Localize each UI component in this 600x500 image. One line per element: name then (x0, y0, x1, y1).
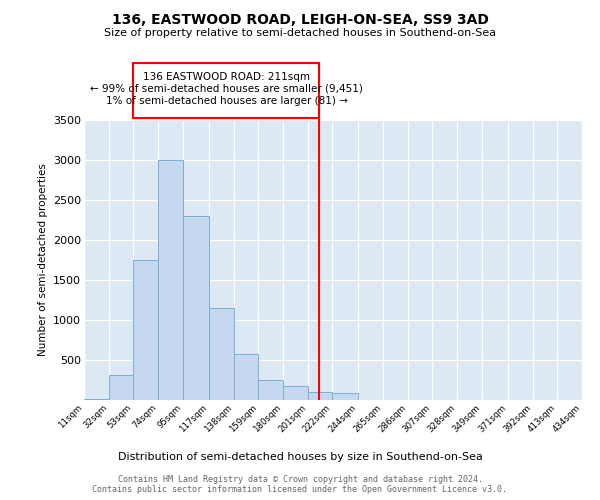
Bar (158, 160, 183, 400)
Bar (233, 354, 258, 400)
Bar (332, 393, 358, 400)
Text: 136, EASTWOOD ROAD, LEIGH-ON-SEA, SS9 3AD: 136, EASTWOOD ROAD, LEIGH-ON-SEA, SS9 3A… (112, 12, 488, 26)
Bar (133, 260, 158, 400)
Bar (84, 399, 109, 400)
Text: 1% of semi-detached houses are larger (81) →: 1% of semi-detached houses are larger (8… (106, 96, 347, 106)
Bar (283, 386, 308, 400)
Bar (209, 308, 233, 400)
Bar (308, 392, 332, 400)
Text: 136 EASTWOOD ROAD: 211sqm: 136 EASTWOOD ROAD: 211sqm (143, 72, 310, 83)
Bar (109, 375, 133, 400)
Y-axis label: Number of semi-detached properties: Number of semi-detached properties (38, 164, 47, 356)
Bar (183, 216, 209, 400)
Text: Contains HM Land Registry data © Crown copyright and database right 2024.
Contai: Contains HM Land Registry data © Crown c… (92, 474, 508, 494)
Bar (258, 380, 283, 400)
Text: Size of property relative to semi-detached houses in Southend-on-Sea: Size of property relative to semi-detach… (104, 28, 496, 38)
Text: Distribution of semi-detached houses by size in Southend-on-Sea: Distribution of semi-detached houses by … (118, 452, 482, 462)
Text: ← 99% of semi-detached houses are smaller (9,451): ← 99% of semi-detached houses are smalle… (90, 84, 363, 94)
